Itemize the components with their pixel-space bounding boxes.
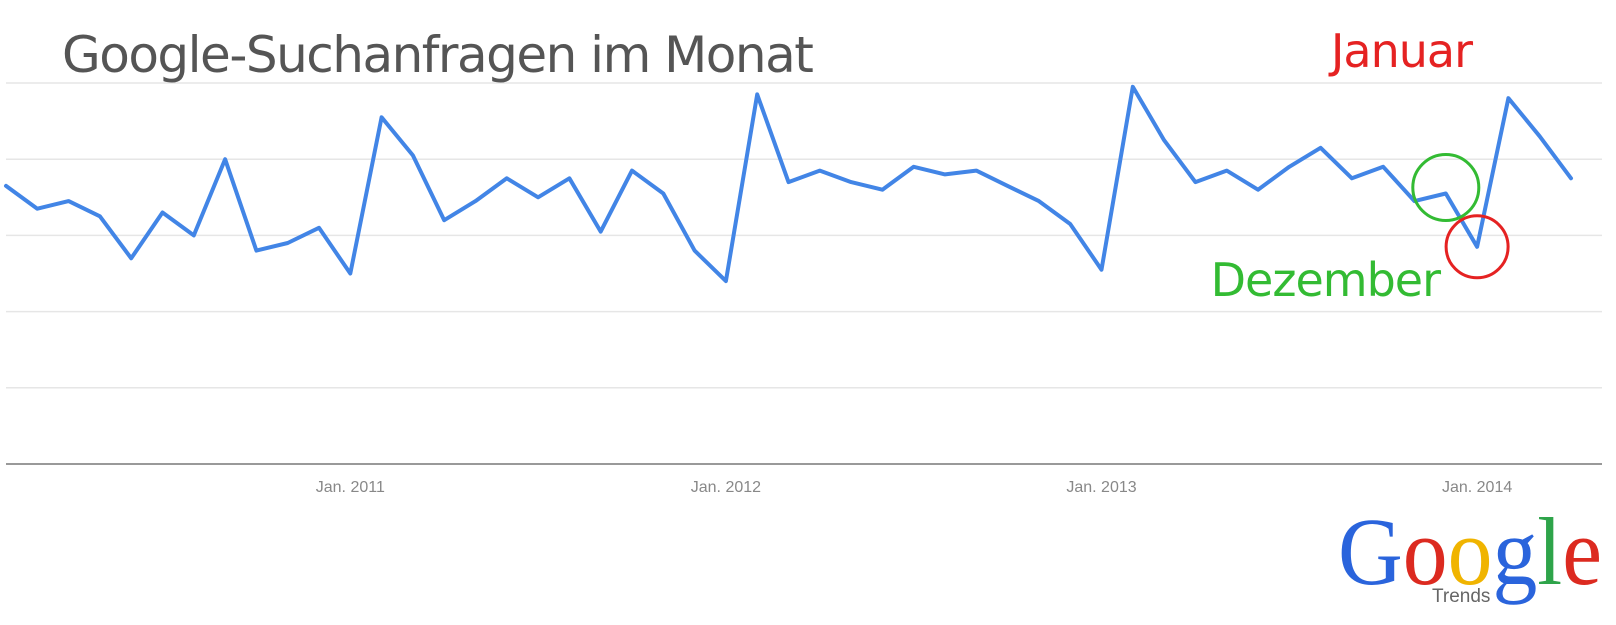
data-point bbox=[348, 272, 352, 276]
x-tick-label: Jan. 2014 bbox=[1442, 479, 1512, 496]
data-point bbox=[1006, 184, 1010, 188]
data-point bbox=[1037, 199, 1041, 203]
logo-letter: o bbox=[1403, 498, 1448, 605]
annotation-januar: Januar bbox=[1328, 24, 1473, 78]
data-point bbox=[474, 199, 478, 203]
data-point bbox=[880, 188, 884, 192]
data-point bbox=[1381, 165, 1385, 169]
data-point bbox=[724, 279, 728, 283]
data-point bbox=[1506, 96, 1510, 100]
data-point bbox=[943, 172, 947, 176]
chart-title: Google-Suchanfragen im Monat bbox=[62, 26, 813, 84]
data-point bbox=[254, 249, 258, 253]
google-trends-logo: Google Trends bbox=[1338, 498, 1602, 607]
data-point bbox=[67, 199, 71, 203]
data-point bbox=[98, 214, 102, 218]
x-tick-label: Jan. 2012 bbox=[691, 479, 761, 496]
data-point bbox=[661, 192, 665, 196]
data-point bbox=[693, 249, 697, 253]
x-axis-ticks: Jan. 2011 Jan. 2012 Jan. 2013 Jan. 2014 bbox=[316, 479, 1513, 496]
data-point bbox=[161, 211, 165, 215]
data-point bbox=[1162, 138, 1166, 142]
dezember-highlight-circle bbox=[1411, 153, 1481, 222]
gridlines bbox=[6, 82, 1602, 389]
data-point bbox=[1131, 85, 1135, 89]
data-point bbox=[223, 157, 227, 161]
data-point bbox=[4, 184, 8, 188]
data-point bbox=[1538, 134, 1542, 138]
data-point bbox=[442, 218, 446, 222]
data-point bbox=[912, 165, 916, 169]
data-point bbox=[1444, 192, 1448, 196]
data-point bbox=[192, 233, 196, 237]
series-line-search-volume bbox=[4, 84, 1573, 284]
data-point bbox=[1068, 222, 1072, 226]
data-point bbox=[1193, 180, 1197, 184]
data-point bbox=[35, 207, 39, 211]
logo-letter: e bbox=[1562, 498, 1602, 605]
data-point bbox=[1350, 176, 1354, 180]
logo-letter: l bbox=[1537, 498, 1562, 605]
logo-letter: g bbox=[1492, 498, 1537, 605]
data-point bbox=[380, 115, 384, 119]
data-point bbox=[755, 92, 759, 96]
data-point bbox=[599, 230, 603, 234]
data-point bbox=[505, 176, 509, 180]
x-tick-label: Jan. 2013 bbox=[1066, 479, 1136, 496]
data-point bbox=[974, 169, 978, 173]
data-point bbox=[411, 153, 415, 157]
annotation-dezember: Dezember bbox=[1211, 253, 1441, 307]
data-point bbox=[1319, 146, 1323, 150]
data-point bbox=[1256, 188, 1260, 192]
data-point bbox=[1100, 268, 1104, 272]
data-point bbox=[1569, 176, 1573, 180]
google-logo-wordmark: Google bbox=[1338, 498, 1602, 605]
data-point bbox=[286, 241, 290, 245]
logo-letter: o bbox=[1448, 498, 1493, 605]
data-point bbox=[317, 226, 321, 230]
data-point bbox=[567, 176, 571, 180]
logo-letter: G bbox=[1338, 498, 1403, 605]
trends-logo-subtitle: Trends bbox=[1432, 586, 1490, 607]
x-tick-label: Jan. 2011 bbox=[316, 479, 385, 496]
data-point bbox=[1287, 165, 1291, 169]
data-point bbox=[1225, 169, 1229, 173]
data-point bbox=[1475, 245, 1479, 249]
data-point bbox=[818, 169, 822, 173]
data-point bbox=[787, 180, 791, 184]
data-point bbox=[630, 169, 634, 173]
data-point bbox=[536, 195, 540, 199]
data-point bbox=[129, 256, 133, 260]
data-point bbox=[849, 180, 853, 184]
januar-highlight-circle bbox=[1444, 214, 1510, 280]
